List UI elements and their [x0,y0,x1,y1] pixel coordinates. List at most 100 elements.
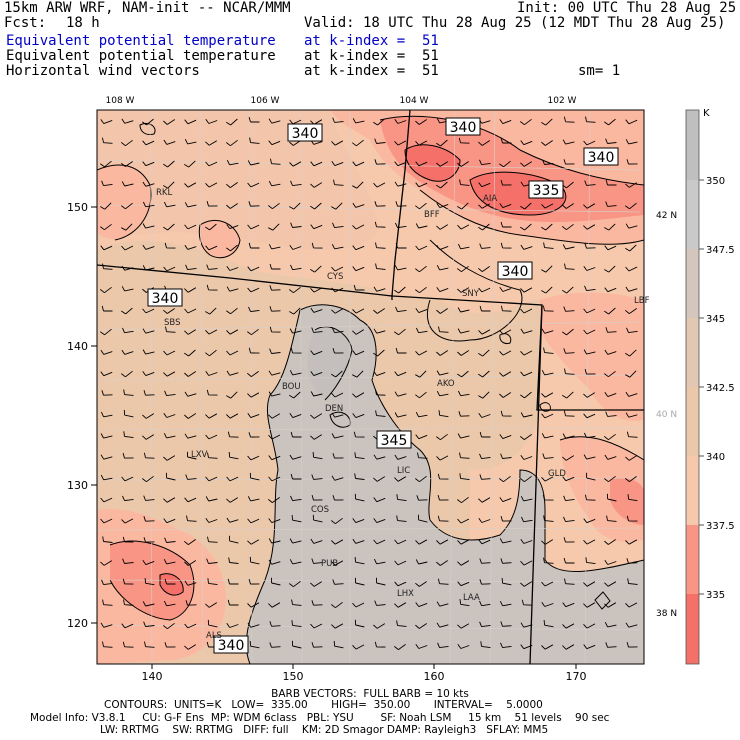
contour-label: 340 [152,291,179,307]
wind-barb [310,265,322,273]
wind-barb [100,245,113,251]
station-label: LHX [397,589,414,599]
colorbar-swatch [686,525,699,594]
wind-barb [625,223,638,229]
wind-barb [376,577,386,586]
wind-barb [269,326,281,333]
wind-barb [394,602,407,608]
station-label: AKO [437,379,455,389]
wind-barb [205,182,218,188]
wind-barb [520,539,533,544]
wind-barb [437,473,449,480]
wind-barb [226,244,238,252]
wind-barb [604,433,616,441]
wind-barb [459,599,470,607]
wind-barb [500,621,512,627]
wind-barb [352,538,365,544]
wind-barb [415,223,428,229]
wind-barb [289,413,302,419]
wind-barb [606,515,617,522]
wind-barb [122,495,134,502]
wind-barb [226,139,238,147]
lon-label: 108 W [106,96,135,106]
wind-barb [249,137,260,144]
wind-barb [562,223,574,231]
wind-barb [331,539,344,545]
wind-barb [352,139,364,147]
wind-barb [249,640,260,649]
wind-barb [374,389,386,396]
field1-name: Equivalent potential temperature [6,33,276,49]
colorbar-swatch [686,456,699,525]
wind-barb [100,286,112,294]
wind-barb [457,265,469,273]
wind-barb [291,620,302,628]
wind-barb [184,182,197,188]
wind-barb [205,223,217,231]
wind-barb [352,224,365,230]
wind-barb [268,180,281,187]
wind-barb [563,537,575,543]
wind-barb [226,286,239,292]
wind-barb [563,516,575,523]
field2-level: at k-index = 51 [304,48,439,64]
wind-barb [331,266,344,272]
wind-barb [604,581,617,587]
wind-barb [310,413,323,419]
wind-barb [415,559,428,565]
contour-label: 340 [292,126,319,142]
wind-barb [436,308,448,314]
wind-barb [415,411,428,418]
wind-barb [605,411,617,417]
wind-barb [100,622,113,628]
wind-barb [415,539,428,545]
wind-barb [102,536,113,543]
wind-barb [184,560,197,566]
contour-label: 345 [381,433,408,449]
wind-barb [604,265,616,273]
wind-barb [583,224,596,230]
wind-barb [604,349,617,355]
wind-barb [354,452,365,460]
wind-barb [269,642,281,648]
wind-barb [436,601,449,607]
wind-barb [436,622,449,628]
wind-barb [499,538,512,544]
wind-barb [543,242,554,249]
wind-barb [143,516,155,522]
wind-barb [311,642,323,648]
wind-barb [583,140,596,146]
wind-barb [520,644,533,650]
wind-barb [290,431,302,438]
wind-barb [269,348,281,354]
wind-barb [289,245,302,250]
station-label: GLD [548,469,566,479]
colorbar-swatch [686,387,699,456]
wind-barb [625,119,638,125]
wind-barb [562,433,575,439]
wind-barb [122,578,134,585]
wind-barb [457,390,470,397]
wind-barb [164,578,176,585]
colorbar-label: 337.5 [706,521,735,532]
station-label: BOU [282,382,301,392]
wind-barb [520,287,533,293]
wind-barb [415,327,428,334]
wind-barb [352,392,365,398]
wind-barb [564,263,575,270]
wind-barb [205,349,217,357]
contour-info: CONTOURS: UNITS=K LOW= 335.00 HIGH= 350.… [104,699,543,711]
wind-barb [310,434,323,440]
wind-barb [394,391,407,397]
wind-barb [247,224,260,230]
wind-barb [373,518,386,524]
wind-barb [394,454,407,460]
wind-barb [142,244,155,250]
wind-barb [500,179,512,186]
wind-barb [310,182,323,188]
wind-barb [142,201,155,208]
wind-barb [353,431,365,438]
wind-barb [437,515,449,522]
wind-barb [289,161,302,167]
wind-barb [312,514,323,523]
